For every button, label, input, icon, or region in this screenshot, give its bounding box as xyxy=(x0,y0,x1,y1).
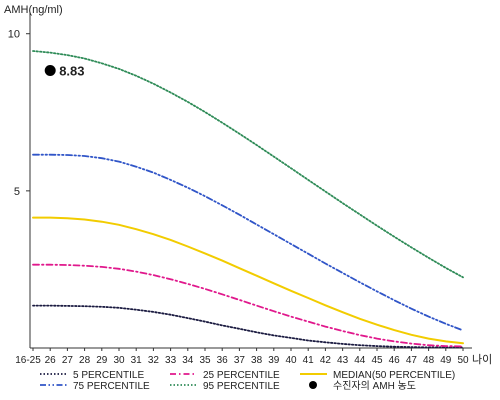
x-tick-label: 30 xyxy=(113,355,125,366)
series-line xyxy=(32,216,464,345)
x-tick-label: 48 xyxy=(423,355,435,366)
x-tick-label: 39 xyxy=(268,355,280,366)
chart-legend: 5 PERCENTILE 25 PERCENTILE MEDIAN(50 PERCE… xyxy=(40,370,455,392)
legend-label: MEDIAN(50 PERCENTILE) xyxy=(333,370,455,381)
x-axis-title: 나이 xyxy=(472,353,492,366)
series-line xyxy=(32,304,464,349)
x-tick-label: 27 xyxy=(62,355,74,366)
x-tick-label: 47 xyxy=(406,355,418,366)
patient-amh-point xyxy=(44,64,56,76)
x-tick-label: 43 xyxy=(337,355,349,366)
series-line xyxy=(32,50,464,279)
legend-label: 95 PERCENTILE xyxy=(203,381,280,392)
x-tick-label: 44 xyxy=(354,355,366,366)
y-axis-title: AMH(ng/ml) xyxy=(4,4,63,16)
series-line xyxy=(32,153,464,332)
x-tick-label: 36 xyxy=(217,355,229,366)
series-lines xyxy=(32,50,464,349)
x-tick-label: 42 xyxy=(320,355,332,366)
data-points: 8.83 xyxy=(44,63,85,78)
chart-axes: 5 10 16-25 26 27 28 29 30 31 32 33 34 35 36 37 38 39 40 41… xyxy=(4,4,492,366)
x-tick-label: 45 xyxy=(371,355,383,366)
x-tick-label: 32 xyxy=(148,355,160,366)
legend-label: 75 PERCENTILE xyxy=(73,381,150,392)
x-tick-label: 50 xyxy=(457,355,469,366)
x-tick-label: 28 xyxy=(79,355,91,366)
patient-amh-value-label: 8.83 xyxy=(59,63,84,78)
x-tick-label: 38 xyxy=(251,355,263,366)
legend-label: 5 PERCENTILE xyxy=(73,370,144,381)
legend-label: 25 PERCENTILE xyxy=(203,370,280,381)
x-tick-label: 41 xyxy=(303,355,315,366)
series-line xyxy=(32,263,464,348)
y-tick-label: 5 xyxy=(14,186,20,198)
x-tick-label: 16-25 xyxy=(15,355,41,366)
legend-label: 수진자의 AMH 농도 xyxy=(333,380,416,392)
x-tick-label: 34 xyxy=(182,355,194,366)
x-tick-label: 49 xyxy=(440,355,452,366)
y-tick-label: 10 xyxy=(8,29,20,41)
x-tick-label: 37 xyxy=(234,355,246,366)
x-tick-label: 40 xyxy=(285,355,297,366)
x-tick-label: 46 xyxy=(389,355,401,366)
legend-point-marker xyxy=(309,381,317,389)
x-tick-label: 26 xyxy=(45,355,57,366)
x-tick-label: 33 xyxy=(165,355,177,366)
x-tick-label: 31 xyxy=(131,355,143,366)
x-tick-label: 29 xyxy=(96,355,108,366)
x-tick-label: 35 xyxy=(199,355,211,366)
